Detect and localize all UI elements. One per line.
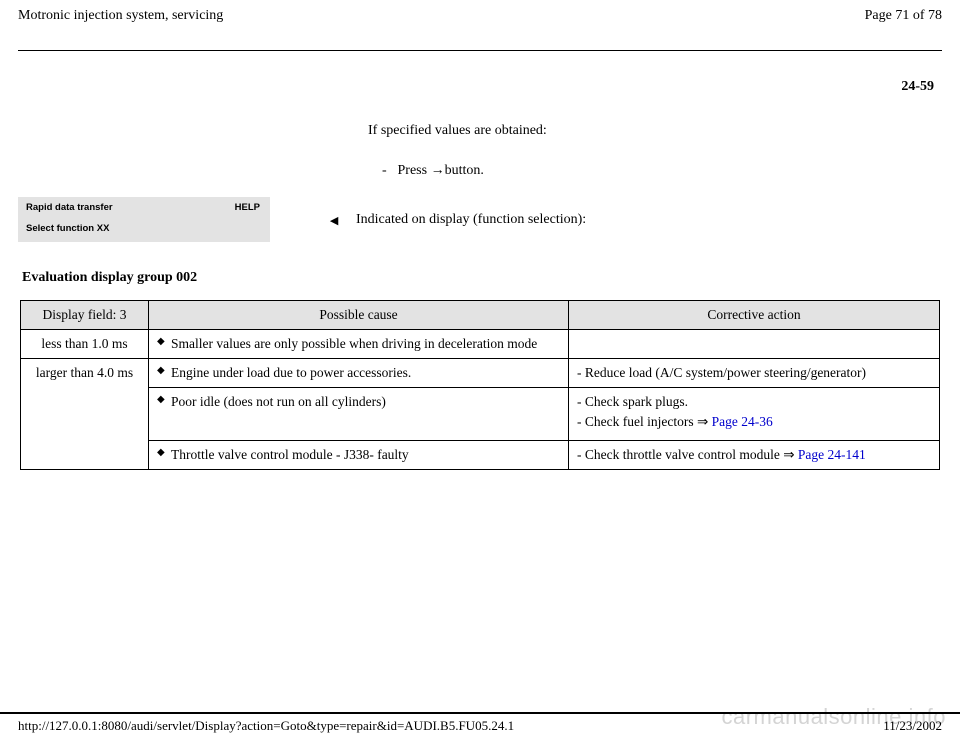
dash: -	[382, 163, 394, 179]
display-line2: Select function XX	[26, 223, 262, 234]
action-2b-l2: - Check fuel injectors ⇒ Page 24-36	[577, 414, 931, 430]
cell-field-1: less than 1.0 ms	[21, 330, 149, 359]
arrow-right-icon: →	[431, 161, 445, 177]
intro-line: If specified values are obtained:	[368, 123, 942, 139]
cell-cause-1: Smaller values are only possible when dr…	[149, 330, 569, 359]
action-2b-l1: - Check spark plugs.	[577, 394, 931, 410]
page-number: Page 71 of 78	[865, 8, 942, 24]
header-rule	[18, 50, 942, 51]
doc-title: Motronic injection system, servicing	[18, 8, 223, 24]
action-2b-prefix: - Check fuel injectors ⇒	[577, 414, 712, 429]
footer: http://127.0.0.1:8080/audi/servlet/Displ…	[0, 712, 960, 734]
link-page-24-141[interactable]: Page 24-141	[798, 447, 866, 462]
cell-action-1	[569, 330, 940, 359]
evaluation-title: Evaluation display group 002	[22, 270, 942, 286]
section-number: 24-59	[18, 79, 934, 95]
pointer-icon: ◂	[270, 211, 356, 229]
cell-action-2c: - Check throttle valve control module ⇒ …	[569, 441, 940, 470]
action-2c-prefix: - Check throttle valve control module ⇒	[577, 447, 798, 462]
cell-cause-2a: Engine under load due to power accessori…	[149, 359, 569, 388]
footer-date: 11/23/2002	[883, 718, 942, 734]
display-line1: Rapid data transfer	[26, 202, 262, 213]
press-suffix: button.	[445, 163, 484, 178]
cell-cause-2c: Throttle valve control module - J338- fa…	[149, 441, 569, 470]
cell-action-2b: - Check spark plugs. - Check fuel inject…	[569, 388, 940, 441]
press-button-line: - Press →button.	[382, 161, 942, 179]
footer-url: http://127.0.0.1:8080/audi/servlet/Displ…	[18, 718, 514, 734]
cell-field-2: larger than 4.0 ms	[21, 359, 149, 470]
cell-cause-2b: Poor idle (does not run on all cylinders…	[149, 388, 569, 441]
link-page-24-36[interactable]: Page 24-36	[712, 414, 773, 429]
indicated-text: Indicated on display (function selection…	[356, 212, 586, 228]
evaluation-table: Display field: 3 Possible cause Correcti…	[20, 300, 940, 470]
th-corrective-action: Corrective action	[569, 301, 940, 330]
display-help: HELP	[235, 202, 260, 213]
cell-action-2a: - Reduce load (A/C system/power steering…	[569, 359, 940, 388]
th-possible-cause: Possible cause	[149, 301, 569, 330]
display-panel: Rapid data transfer HELP Select function…	[18, 197, 270, 242]
press-prefix: Press	[398, 163, 431, 178]
th-display-field: Display field: 3	[21, 301, 149, 330]
